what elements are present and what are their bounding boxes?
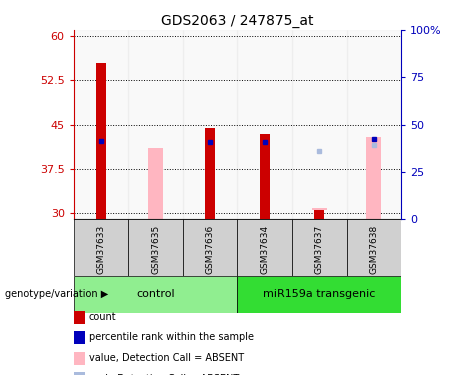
Bar [292,30,347,219]
Text: rank, Detection Call = ABSENT: rank, Detection Call = ABSENT [89,374,239,375]
Text: GSM37634: GSM37634 [260,225,269,274]
Bar [237,219,292,276]
Text: GSM37633: GSM37633 [96,225,106,274]
Text: GSM37638: GSM37638 [369,225,378,274]
Bar [74,276,237,313]
Text: percentile rank within the sample: percentile rank within the sample [89,333,254,342]
Bar [314,210,324,219]
Bar [237,30,292,219]
Text: genotype/variation ▶: genotype/variation ▶ [5,290,108,299]
Bar [74,219,128,276]
Bar [366,136,381,219]
Bar [128,219,183,276]
Bar [312,207,327,210]
Bar [183,30,237,219]
Bar [128,30,183,219]
Text: value, Detection Call = ABSENT: value, Detection Call = ABSENT [89,353,244,363]
Text: GSM37635: GSM37635 [151,225,160,274]
Bar [347,30,401,219]
Title: GDS2063 / 247875_at: GDS2063 / 247875_at [161,13,313,28]
Bar [205,128,215,219]
Bar [292,219,347,276]
Text: GSM37637: GSM37637 [315,225,324,274]
Bar [148,148,163,219]
Text: count: count [89,312,117,322]
Text: GSM37636: GSM37636 [206,225,215,274]
Bar [347,219,401,276]
Text: miR159a transgenic: miR159a transgenic [263,290,375,299]
Text: control: control [136,290,175,299]
Bar [96,63,106,219]
Bar [74,30,128,219]
Bar [260,134,270,219]
Bar [183,219,237,276]
Bar [237,276,401,313]
